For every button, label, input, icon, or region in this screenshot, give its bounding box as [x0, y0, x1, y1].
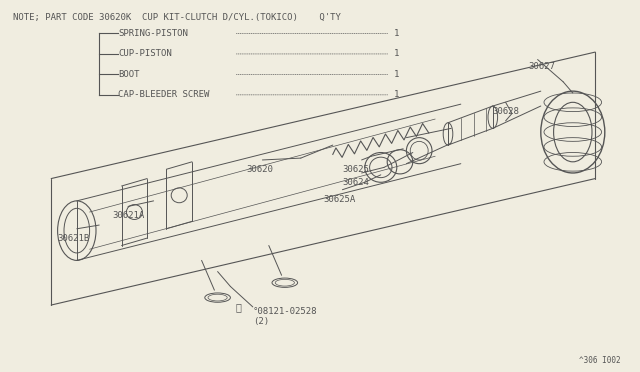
Text: 1: 1: [394, 70, 399, 79]
Text: °08121-02528
(2): °08121-02528 (2): [253, 307, 317, 326]
Text: 30625A: 30625A: [323, 195, 355, 203]
Text: 1: 1: [394, 49, 399, 58]
Text: SPRING-PISTON: SPRING-PISTON: [118, 29, 188, 38]
Text: 30627: 30627: [528, 62, 555, 71]
Text: Ⓑ: Ⓑ: [236, 302, 241, 312]
Text: BOOT: BOOT: [118, 70, 140, 79]
Text: NOTE; PART CODE 30620K  CUP KIT-CLUTCH D/CYL.(TOKICO)    Q'TY: NOTE; PART CODE 30620K CUP KIT-CLUTCH D/…: [13, 13, 340, 22]
Text: CUP-PISTON: CUP-PISTON: [118, 49, 172, 58]
Text: 30621B: 30621B: [58, 234, 90, 243]
Text: CAP-BLEEDER SCREW: CAP-BLEEDER SCREW: [118, 90, 210, 99]
Text: 1: 1: [394, 90, 399, 99]
Text: 30624: 30624: [342, 178, 369, 187]
Text: ^306 I002: ^306 I002: [579, 356, 621, 365]
Text: 1: 1: [394, 29, 399, 38]
Text: 30628: 30628: [493, 107, 520, 116]
Text: 30621A: 30621A: [112, 211, 144, 220]
Text: 30625: 30625: [342, 165, 369, 174]
Text: 30620: 30620: [246, 165, 273, 174]
